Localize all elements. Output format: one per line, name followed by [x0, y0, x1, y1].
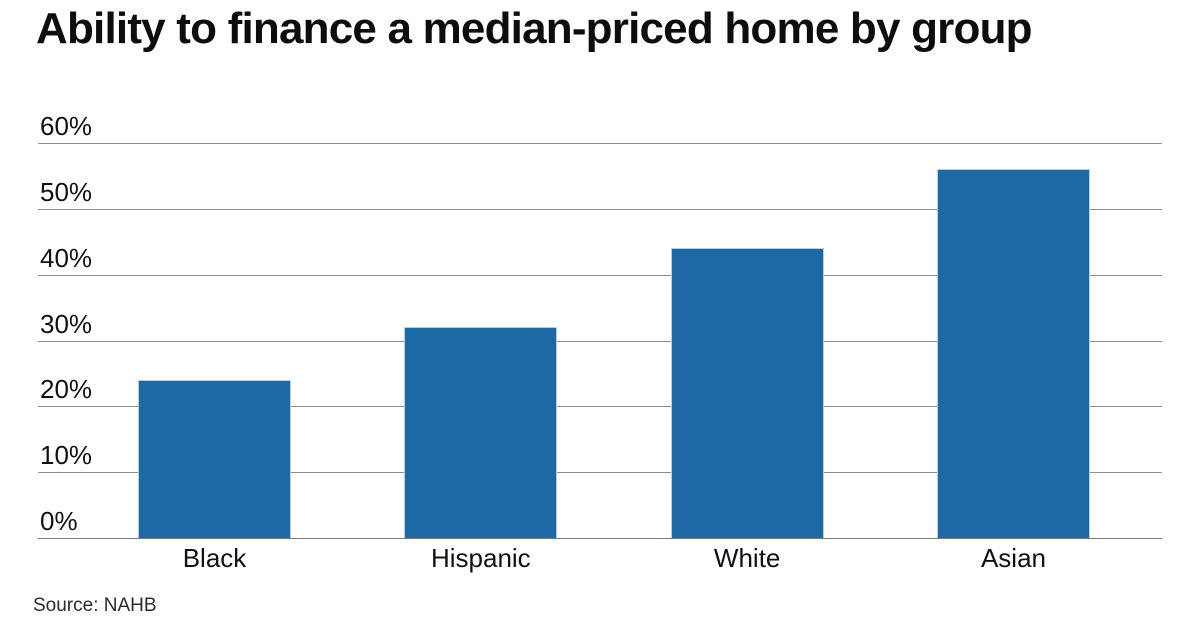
y-tick-label: 20%	[40, 374, 93, 405]
gridline	[38, 143, 1162, 144]
y-tick-label: 50%	[40, 176, 93, 207]
gridline	[38, 406, 1162, 408]
gridline	[38, 274, 1162, 276]
y-tick-label: 40%	[40, 242, 93, 273]
x-axis-label: White	[713, 543, 781, 573]
x-axis-label: Black	[182, 543, 247, 573]
bar-black	[138, 380, 291, 538]
chart-title: Ability to finance a median-priced home …	[36, 4, 1033, 53]
bar-hispanic	[404, 327, 558, 538]
x-axis-label: Hispanic	[430, 543, 531, 573]
bar-white	[670, 248, 824, 538]
gridline	[38, 472, 1162, 474]
x-axis-label: Asian	[980, 543, 1046, 573]
y-tick-label: 30%	[40, 308, 93, 339]
y-tick-label: 60%	[40, 111, 93, 141]
bar-asian	[936, 169, 1090, 538]
source-note: Source: NAHB	[33, 595, 157, 616]
gridline	[38, 340, 1162, 342]
gridline	[38, 208, 1162, 210]
y-tick-label: 0%	[40, 506, 78, 536]
x-axis-baseline	[38, 538, 1162, 539]
y-tick-label: 10%	[40, 440, 93, 471]
